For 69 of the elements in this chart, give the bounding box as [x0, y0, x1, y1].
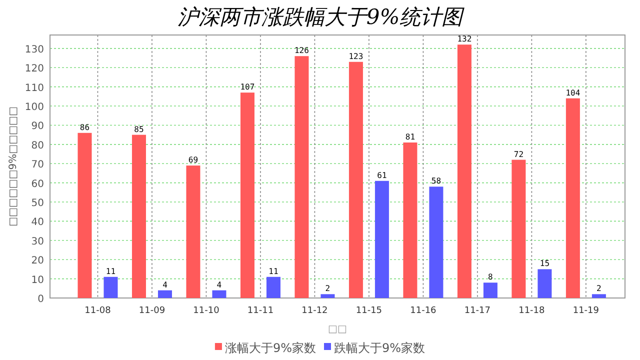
bar: [132, 134, 146, 298]
y-tick-label: 30: [31, 236, 44, 248]
y-tick-label: 100: [24, 102, 44, 114]
data-label: 126: [294, 46, 310, 56]
bar: [78, 132, 92, 298]
legend-label: 涨幅大于9%家数: [224, 341, 316, 355]
bar: [212, 290, 226, 298]
bar: [348, 62, 363, 298]
x-tick-label: 11-17: [464, 306, 491, 316]
data-label: 104: [566, 88, 580, 98]
data-label: 4: [216, 280, 222, 290]
bar: [374, 180, 389, 298]
data-label: 123: [348, 52, 364, 61]
x-tick-label: 11-19: [572, 306, 600, 316]
bar: [320, 294, 335, 298]
y-tick-label: 110: [24, 82, 44, 94]
data-label: 72: [514, 150, 524, 159]
bar: [266, 276, 280, 298]
x-tick-label: 11-18: [518, 306, 546, 316]
bar: [429, 186, 444, 298]
chart-title: 沪深两市涨跌幅大于9%统计图: [177, 5, 465, 29]
legend-label: 跌幅大于9%家数: [334, 341, 426, 355]
bar: [104, 276, 118, 298]
bar: [403, 142, 418, 298]
data-label: 81: [405, 132, 416, 142]
bar: [294, 56, 309, 298]
data-label: 86: [80, 122, 90, 132]
data-label: 132: [457, 34, 472, 44]
y-tick-label: 130: [24, 44, 44, 56]
bar: [457, 44, 472, 298]
x-tick-label: 11-09: [138, 306, 166, 316]
data-label: 61: [377, 170, 387, 180]
data-label: 11: [106, 266, 116, 276]
x-tick-label: 11-15: [356, 306, 382, 316]
x-tick-label: 11-16: [410, 306, 437, 316]
data-label: 2: [325, 284, 330, 294]
x-axis-title: □□: [328, 324, 347, 335]
bar: [538, 269, 552, 298]
y-tick-label: 20: [31, 256, 44, 267]
x-tick-label: 11-08: [84, 306, 112, 316]
y-tick-label: 80: [31, 140, 44, 152]
bar: [512, 160, 526, 298]
data-label: 11: [268, 266, 278, 276]
data-label: 15: [540, 259, 550, 268]
y-tick-label: 0: [38, 294, 44, 305]
x-tick-label: 11-10: [193, 306, 220, 316]
data-label: 107: [240, 82, 255, 92]
data-label: 69: [188, 156, 198, 165]
y-tick-label: 50: [31, 198, 44, 210]
y-axis-title: □□□□□□9%□□□□□: [8, 106, 19, 226]
y-tick-label: 120: [24, 64, 44, 75]
y-tick-label: 40: [31, 217, 44, 228]
bar: [566, 98, 580, 298]
bar: [592, 294, 606, 298]
data-label: 58: [431, 176, 442, 186]
y-tick-label: 60: [31, 178, 44, 190]
x-tick-label: 11-11: [247, 306, 274, 316]
data-label: 4: [162, 280, 168, 290]
y-tick-label: 90: [31, 121, 44, 132]
bar: [158, 290, 172, 298]
data-label: 85: [134, 124, 144, 134]
bar: [483, 282, 498, 298]
bar: [186, 166, 200, 298]
y-tick-label: 10: [31, 274, 44, 286]
y-tick-label: 70: [31, 160, 44, 171]
bar: [240, 92, 254, 298]
x-tick-label: 11-12: [302, 306, 328, 316]
data-label: 8: [488, 272, 494, 282]
data-label: 2: [596, 284, 602, 294]
